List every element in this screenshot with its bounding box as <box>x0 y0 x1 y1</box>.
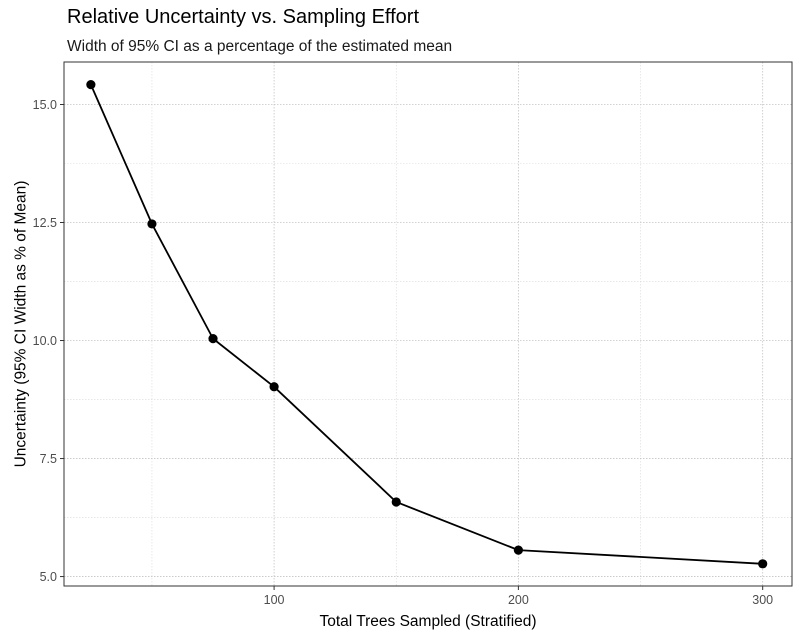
x-tick-label: 300 <box>752 593 773 607</box>
data-point <box>86 80 96 90</box>
y-axis-title: Uncertainty (95% CI Width as % of Mean) <box>12 181 29 468</box>
data-point <box>269 382 279 392</box>
data-point <box>391 497 401 507</box>
data-point <box>758 559 768 569</box>
data-points <box>86 80 768 569</box>
series-lines <box>90 84 763 565</box>
x-tick-label: 100 <box>264 593 285 607</box>
y-tick-label: 12.5 <box>33 216 57 230</box>
y-tick-label: 10.0 <box>33 334 57 348</box>
data-point <box>513 545 523 555</box>
y-tick-label: 15.0 <box>33 98 57 112</box>
x-axis-title: Total Trees Sampled (Stratified) <box>319 613 536 630</box>
x-axis-ticks: 100 200 300 <box>264 586 773 607</box>
chart-title: Relative Uncertainty vs. Sampling Effort <box>67 6 419 28</box>
x-tick-label: 200 <box>508 593 529 607</box>
grid-lines <box>64 62 792 586</box>
y-tick-label: 7.5 <box>40 452 57 466</box>
data-point <box>147 219 157 229</box>
y-axis-ticks: 5.0 7.5 10.0 12.5 15.0 <box>33 98 64 584</box>
data-point <box>208 334 218 344</box>
y-tick-label: 5.0 <box>40 570 57 584</box>
plot-border <box>63 61 793 587</box>
series-line <box>90 84 763 565</box>
chart-subtitle: Width of 95% CI as a percentage of the e… <box>67 38 452 55</box>
